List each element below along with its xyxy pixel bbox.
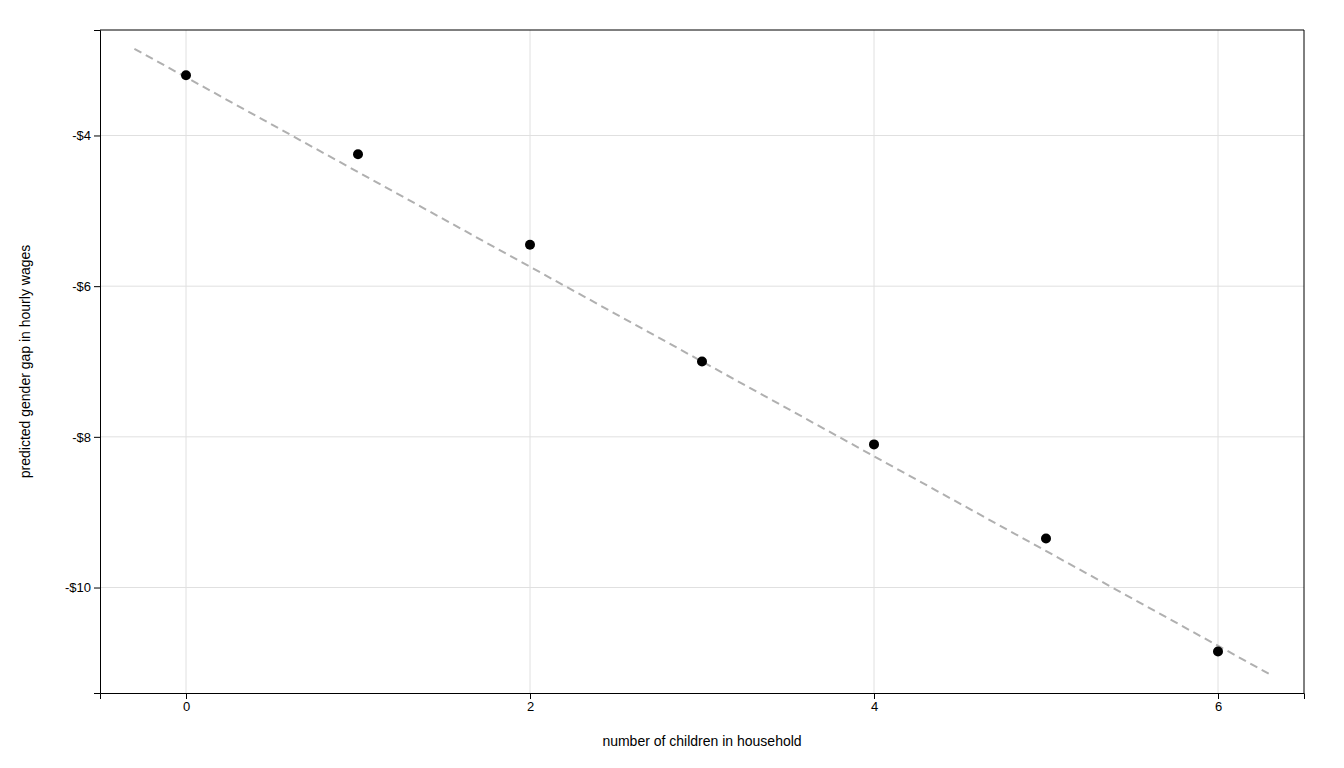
marks: [134, 49, 1269, 674]
tick-mark: [94, 437, 100, 438]
tick-label: 0: [183, 699, 190, 714]
tick-mark: [530, 693, 531, 699]
y-axis: -$4 -$6 -$8 -$10: [65, 31, 101, 694]
tick-mark: [186, 693, 187, 699]
tick-mark: [874, 693, 875, 699]
grid: [100, 30, 1304, 693]
grid-line: [186, 30, 187, 693]
grid-line: [1218, 30, 1219, 693]
line: [134, 49, 1269, 674]
tick-label: 4: [871, 699, 878, 714]
grid-line: [530, 30, 531, 693]
tick: -$4: [72, 128, 100, 143]
tick-label: -$6: [72, 279, 91, 294]
tick: -$8: [72, 430, 100, 445]
tick-label: 2: [527, 699, 534, 714]
point: [869, 439, 879, 449]
tick-label: 6: [1215, 699, 1222, 714]
points: [181, 70, 1223, 656]
point: [181, 70, 191, 80]
tick: 6: [1215, 693, 1222, 714]
grid-line: [100, 135, 1304, 136]
grid-line: [100, 436, 1304, 437]
plot-area: 0 2 4 6 -$4 -$6 -$8 -$10: [65, 30, 1305, 714]
x-axis-title: number of children in household: [602, 733, 801, 749]
grid-line: [874, 30, 875, 693]
axis-line: [101, 694, 1305, 700]
frame-line: [1304, 30, 1305, 693]
tick: 4: [871, 693, 878, 714]
tick-mark: [94, 135, 100, 136]
tick-label: -$10: [65, 580, 91, 595]
tick-mark: [94, 286, 100, 287]
tick: -$6: [72, 279, 100, 294]
grid-line: [100, 587, 1304, 588]
tick: -$10: [65, 580, 100, 595]
point: [1041, 534, 1051, 544]
tick-mark: [1218, 693, 1219, 699]
tick-label: -$4: [72, 128, 91, 143]
tick: 0: [183, 693, 190, 714]
point: [353, 149, 363, 159]
x-axis: 0 2 4 6: [101, 693, 1305, 714]
tick: 2: [527, 693, 534, 714]
y-axis-title: predicted gender gap in hourly wages: [17, 245, 33, 479]
point: [1213, 647, 1223, 657]
point: [697, 357, 707, 367]
chart: 0 2 4 6 -$4 -$6 -$8 -$10 number of children in h…: [0, 0, 1344, 768]
grid-line: [100, 286, 1304, 287]
point: [525, 240, 535, 250]
tick-label: -$8: [72, 430, 91, 445]
tick-mark: [94, 588, 100, 589]
axis-line: [94, 31, 101, 694]
frame-line: [100, 30, 1304, 31]
